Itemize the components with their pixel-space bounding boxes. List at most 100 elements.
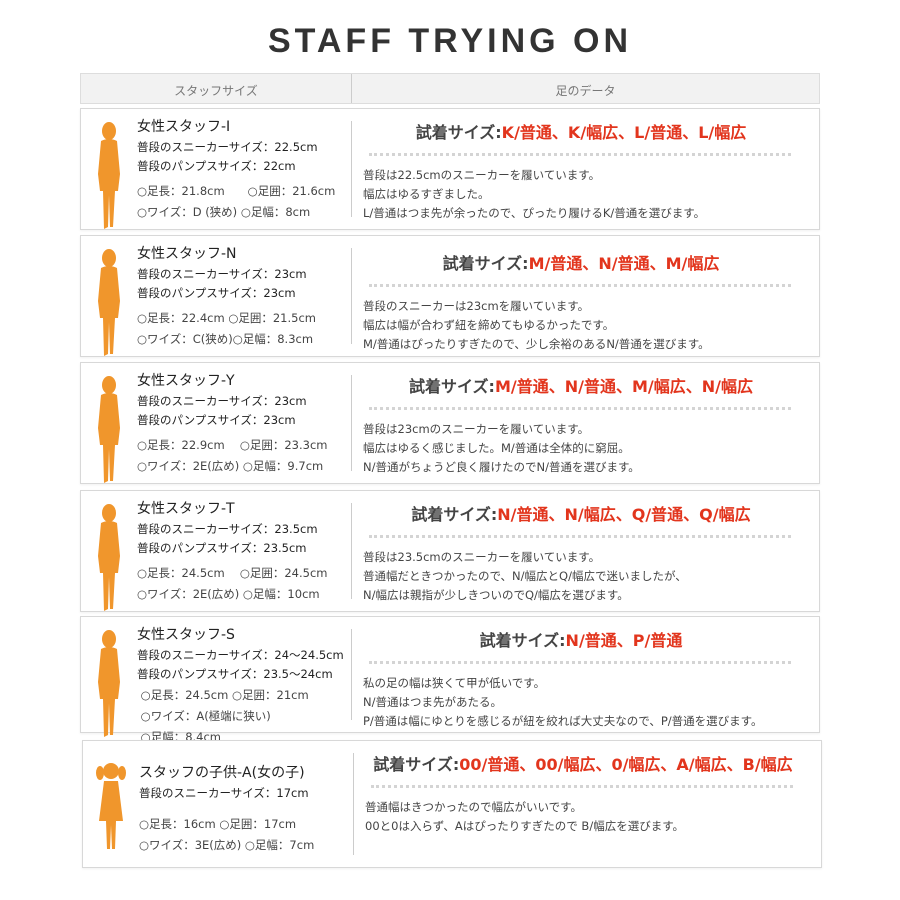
staff-info: スタッフの子供-A(女の子) 普段のスニーカーサイズ：17cm ○足長：16cm… [139, 763, 314, 855]
measurement-row: ○ワイズ：2E(広め) ○足幅：9.7cm [137, 459, 324, 473]
tried-label: 試着サイズ: [442, 254, 529, 273]
measurement-row: ○ワイズ：D (狭め) ○足幅：8cm [137, 205, 311, 219]
column-divider [351, 629, 352, 720]
woman-silhouette-icon [91, 119, 127, 235]
staff-card: 女性スタッフ-S 普段のスニーカーサイズ：24〜24.5cm 普段のパンプスサイズ… [80, 616, 820, 744]
measurement-row: ○足長：21.8cm ○足囲：21.6cm [137, 184, 336, 198]
measurement-row: ○足長：24.5cm ○足囲：21cm [137, 688, 309, 702]
usual-size: 普段のスニーカーサイズ：24〜24.5cm [137, 648, 344, 662]
tried-label: 試着サイズ: [411, 505, 498, 524]
tried-sizes: 試着サイズ:N/普通、P/普通 [363, 627, 799, 651]
woman-silhouette-icon [91, 501, 127, 617]
comment-line: 普段のスニーカーは23cmを履いています。 [363, 299, 590, 313]
dotted-divider [369, 284, 791, 287]
tried-label: 試着サイズ: [409, 377, 495, 396]
comment-line: N/幅広は親指が少しきついのでQ/幅広を選びます。 [363, 588, 629, 602]
usual-size: 普段のパンプスサイズ：22cm [137, 159, 296, 173]
foot-data: 試着サイズ:M/普通、N/普通、M/幅広 普段のスニーカーは23cmを履いていま… [363, 250, 799, 354]
comment-line: M/普通はぴったりすぎたので、少し余裕のあるN/普通を選びます。 [363, 337, 710, 351]
foot-data: 試着サイズ:N/普通、N/幅広、Q/普通、Q/幅広 普段は23.5cmのスニーカ… [363, 501, 799, 605]
staff-name: 女性スタッフ-S [137, 627, 235, 643]
comment-line: 普通幅だときつかったので、N/幅広とQ/幅広で迷いましたが、 [363, 569, 687, 583]
tried-size-list: N/普通、P/普通 [565, 631, 683, 650]
measurement-row: ○足長：22.9cm ○足囲：23.3cm [137, 438, 328, 452]
foot-measurements: ○足長：24.5cm ○足囲：24.5cm ○ワイズ：2E(広め) ○足幅：10c… [137, 564, 328, 604]
header-staff-size: スタッフサイズ [174, 84, 258, 98]
dotted-divider [369, 153, 791, 156]
foot-measurements: ○足長：22.4cm ○足囲：21.5cm ○ワイズ：C(狭め)○足幅：8.3cm [137, 309, 316, 349]
tried-label: 試着サイズ: [373, 755, 460, 774]
foot-data: 試着サイズ:N/普通、P/普通 私の足の幅は狭くて甲が低いです。 N/普通はつま先… [363, 627, 799, 731]
comment-line: 普通幅はきつかったので幅広がいいです。 [365, 800, 583, 814]
foot-measurements: ○足長：22.9cm ○足囲：23.3cm ○ワイズ：2E(広め) ○足幅：9.7… [137, 436, 328, 476]
usual-size: 普段のスニーカーサイズ：23.5cm [137, 522, 318, 536]
measurement-row: ○ワイズ：2E(広め) ○足幅：10cm [137, 587, 320, 601]
measurement-row: ○足長：16cm ○足囲：17cm [139, 817, 297, 831]
foot-data: 試着サイズ:M/普通、N/普通、M/幅広、N/幅広 普段は23cmのスニーカーを… [363, 373, 799, 477]
dotted-divider [369, 407, 791, 410]
comment-line: 普段は23.5cmのスニーカーを履いています。 [363, 550, 601, 564]
staff-card: 女性スタッフ-I 普段のスニーカーサイズ：22.5cm 普段のパンプスサイズ：22… [80, 108, 820, 230]
table-header: スタッフサイズ 足のデータ [80, 73, 820, 104]
woman-silhouette-icon [91, 373, 127, 489]
usual-size: 普段のスニーカーサイズ：23cm [137, 394, 307, 408]
tried-size-list: 00/普通、00/幅広、0/幅広、A/幅広、B/幅広 [459, 755, 793, 774]
measurement-row: ○ワイズ：C(狭め)○足幅：8.3cm [137, 332, 314, 346]
column-divider [351, 503, 352, 599]
staff-name: 女性スタッフ-T [137, 501, 235, 517]
measurement-row: ○足長：22.4cm ○足囲：21.5cm [137, 311, 316, 325]
dotted-divider [369, 661, 791, 664]
staff-name: 女性スタッフ-N [137, 246, 237, 262]
dotted-divider [371, 785, 793, 788]
comment-line: 幅広はゆるすぎました。 [363, 187, 490, 201]
comment-line: N/普通がちょうど良く履けたのでN/普通を選びます。 [363, 460, 640, 474]
tried-sizes: 試着サイズ:00/普通、00/幅広、0/幅広、A/幅広、B/幅広 [365, 751, 801, 775]
comment-line: 00と0は入らず、Aはぴったりすぎたので B/幅広を選びます。 [365, 819, 685, 833]
girl-silhouette-icon [93, 751, 129, 867]
staff-name: スタッフの子供-A(女の子) [139, 765, 305, 781]
header-foot-data: 足のデータ [555, 84, 616, 98]
header-divider [351, 74, 352, 103]
comment-line: 私の足の幅は狭くて甲が低いです。 [363, 676, 546, 690]
comment-line: 普段は22.5cmのスニーカーを履いています。 [363, 168, 601, 182]
page-title: STAFF TRYING ON [267, 22, 633, 60]
usual-size: 普段のパンプスサイズ：23cm [137, 413, 296, 427]
comment-line: 幅広は幅が合わず紐を締めてもゆるかったです。 [363, 318, 615, 332]
tried-sizes: 試着サイズ:K/普通、K/幅広、L/普通、L/幅広 [363, 119, 799, 143]
tried-sizes: 試着サイズ:N/普通、N/幅広、Q/普通、Q/幅広 [363, 501, 799, 525]
tried-label: 試着サイズ: [415, 123, 502, 142]
usual-size: 普段のパンプスサイズ：23.5〜24cm [137, 667, 333, 681]
comment-line: 幅広はゆるく感じました。M/普通は全体的に窮屈。 [363, 441, 630, 455]
foot-data: 試着サイズ:K/普通、K/幅広、L/普通、L/幅広 普段は22.5cmのスニーカ… [363, 119, 799, 223]
tried-sizes: 試着サイズ:M/普通、N/普通、M/幅広 [363, 250, 799, 274]
usual-size: 普段のパンプスサイズ：23.5cm [137, 541, 307, 555]
comment-line: P/普通は幅にゆとりを感じるが紐を絞れば大丈夫なので、P/普通を選びます。 [363, 714, 763, 728]
staff-info: 女性スタッフ-T 普段のスニーカーサイズ：23.5cm 普段のパンプスサイズ：23… [137, 499, 328, 604]
dotted-divider [369, 535, 791, 538]
measurement-row: ○ワイズ：A(極端に狭い) [137, 709, 271, 723]
tried-sizes: 試着サイズ:M/普通、N/普通、M/幅広、N/幅広 [363, 373, 799, 397]
usual-size: 普段のパンプスサイズ：23cm [137, 286, 296, 300]
staff-info: 女性スタッフ-I 普段のスニーカーサイズ：22.5cm 普段のパンプスサイズ：22… [137, 117, 335, 222]
column-divider [351, 375, 352, 471]
tried-size-list: M/普通、N/普通、M/幅広 [528, 254, 720, 273]
foot-measurements: ○足長：24.5cm ○足囲：21cm ○ワイズ：A(極端に狭い) ○足幅：8.… [137, 686, 344, 747]
column-divider [353, 753, 354, 855]
staff-info: 女性スタッフ-S 普段のスニーカーサイズ：24〜24.5cm 普段のパンプスサイズ… [137, 625, 344, 747]
staff-name: 女性スタッフ-I [137, 119, 231, 135]
usual-size: 普段のスニーカーサイズ：23cm [137, 267, 307, 281]
staff-name: 女性スタッフ-Y [137, 373, 235, 389]
staff-card: 女性スタッフ-T 普段のスニーカーサイズ：23.5cm 普段のパンプスサイズ：23… [80, 490, 820, 612]
staff-card: 女性スタッフ-N 普段のスニーカーサイズ：23cm 普段のパンプスサイズ：23cm… [80, 235, 820, 357]
comment-line: L/普通はつま先が余ったので、ぴったり履けるK/普通を選びます。 [363, 206, 706, 220]
tried-size-list: K/普通、K/幅広、L/普通、L/幅広 [501, 123, 747, 142]
comment-line: 普段は23cmのスニーカーを履いています。 [363, 422, 590, 436]
staff-card: 女性スタッフ-Y 普段のスニーカーサイズ：23cm 普段のパンプスサイズ：23cm… [80, 362, 820, 484]
staff-info: 女性スタッフ-Y 普段のスニーカーサイズ：23cm 普段のパンプスサイズ：23cm… [137, 371, 328, 476]
staff-info: 女性スタッフ-N 普段のスニーカーサイズ：23cm 普段のパンプスサイズ：23cm… [137, 244, 316, 349]
measurement-row: ○足長：24.5cm ○足囲：24.5cm [137, 566, 328, 580]
column-divider [351, 121, 352, 217]
foot-measurements: ○足長：16cm ○足囲：17cm ○ワイズ：3E(広め) ○足幅：7cm [139, 815, 314, 855]
comment-line: N/普通はつま先があたる。 [363, 695, 502, 709]
usual-size: 普段のスニーカーサイズ：22.5cm [137, 140, 318, 154]
